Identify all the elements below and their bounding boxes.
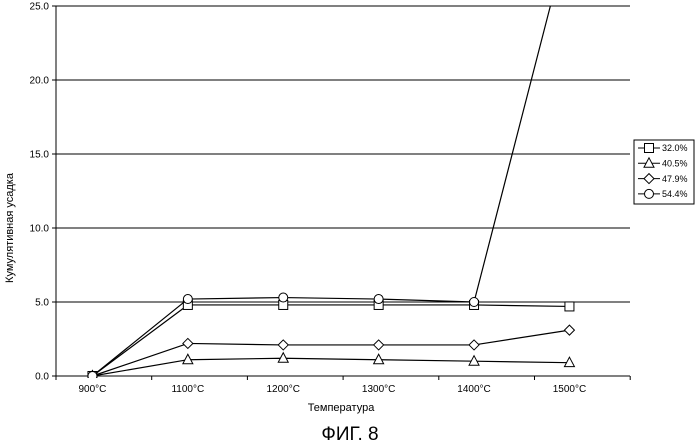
x-tick-label: 1200°C [267, 384, 300, 395]
x-tick-label: 1100°C [171, 384, 204, 395]
x-axis-title: Температура [308, 402, 376, 414]
y-tick-label: 25.0 [30, 2, 50, 13]
legend-label: 47.9% [662, 174, 688, 184]
legend-label: 40.5% [662, 159, 688, 169]
legend-item: 32.0% [638, 143, 688, 153]
data-point-circle [183, 295, 192, 304]
legend-marker-circle [645, 189, 654, 198]
y-tick-label: 15.0 [30, 150, 50, 161]
y-axis-title: Кумулятивная усадка [4, 172, 16, 283]
y-tick-label: 10.0 [30, 224, 50, 235]
data-point-circle [374, 295, 383, 304]
data-point-square [565, 302, 574, 311]
legend-marker-square [645, 144, 654, 153]
data-point-circle [470, 298, 479, 307]
x-tick-labels: 900°C 1100°C 1200°C 1300°C 1400°C 1500°C [56, 376, 630, 395]
x-tick-label: 1500°C [553, 384, 586, 395]
legend: 32.0% 40.5% 47.9% 54.4% [634, 140, 694, 204]
y-tick-label: 5.0 [35, 298, 49, 309]
legend-label: 32.0% [662, 143, 688, 153]
legend-label: 54.4% [662, 189, 688, 199]
x-tick-label: 1300°C [362, 384, 395, 395]
y-tick-label: 20.0 [30, 76, 50, 87]
data-point-circle [88, 372, 97, 381]
y-tick-labels: 0.0 5.0 10.0 15.0 20.0 25.0 [30, 2, 56, 383]
data-point-circle [279, 293, 288, 302]
y-tick-label: 0.0 [35, 372, 49, 383]
plot-area [56, 6, 630, 376]
figure-caption: ФИГ. 8 [321, 424, 378, 443]
x-tick-label: 1400°C [457, 384, 490, 395]
x-tick-label: 900°C [78, 384, 106, 395]
